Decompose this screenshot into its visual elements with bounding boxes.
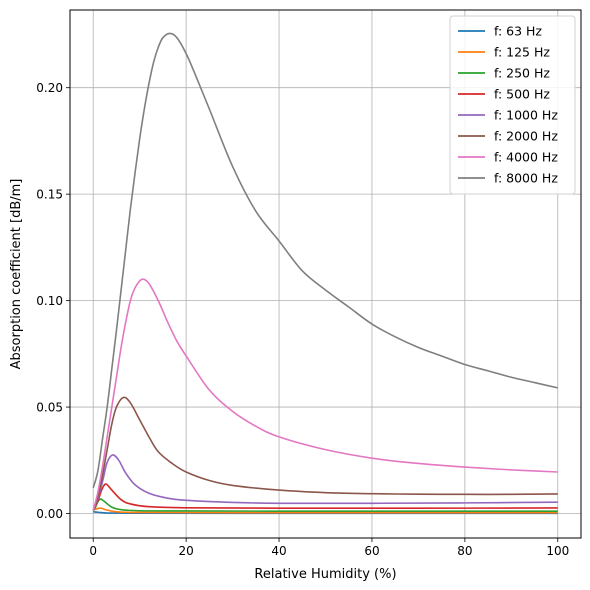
legend-label: f: 500 Hz [494, 87, 550, 102]
legend-label: f: 125 Hz [494, 45, 550, 60]
legend-box [449, 15, 576, 195]
axes-frame [69, 9, 582, 539]
series-line-f-125-hz [92, 507, 558, 514]
x-tick-label: 40 [271, 544, 286, 558]
legend-label: f: 1000 Hz [494, 108, 558, 123]
series-line-f-4000-hz [92, 278, 558, 511]
x-tick-label: 80 [457, 544, 472, 558]
series-line-f-8000-hz [92, 32, 558, 489]
y-tick-label: 0.20 [36, 81, 63, 95]
legend-label: f: 4000 Hz [494, 150, 558, 165]
x-axis-label: Relative Humidity (%) [254, 567, 396, 582]
legend-label: f: 250 Hz [494, 66, 550, 81]
y-tick-label: 0.10 [36, 294, 63, 308]
x-tick-label: 60 [364, 544, 379, 558]
legend-label: f: 8000 Hz [494, 171, 558, 186]
legend: f: 63 Hz f: 125 Hz f: 250 Hz f: 500 Hz f: 10… [449, 15, 576, 195]
x-tick-label: 20 [178, 544, 193, 558]
series-lines [92, 32, 558, 515]
y-tick-label: 0.05 [36, 401, 63, 415]
series-line-f-2000-hz [92, 396, 558, 511]
x-tick-label: 100 [546, 544, 569, 558]
series-line-f-1000-hz [92, 454, 558, 511]
y-tick-label: 0.00 [36, 507, 63, 521]
y-axis-label: Absorption coefficient [dB/m] [9, 179, 24, 370]
y-tick-label: 0.15 [36, 188, 63, 202]
x-axis-ticks: 0 20 40 60 80 100 [89, 538, 569, 558]
y-axis-ticks: 0.00 0.05 0.10 0.15 0.20 [36, 81, 70, 521]
x-tick-label: 0 [89, 544, 97, 558]
series-line-f-500-hz [92, 483, 558, 511]
legend-label: f: 2000 Hz [494, 129, 558, 144]
legend-label: f: 63 Hz [494, 24, 542, 39]
